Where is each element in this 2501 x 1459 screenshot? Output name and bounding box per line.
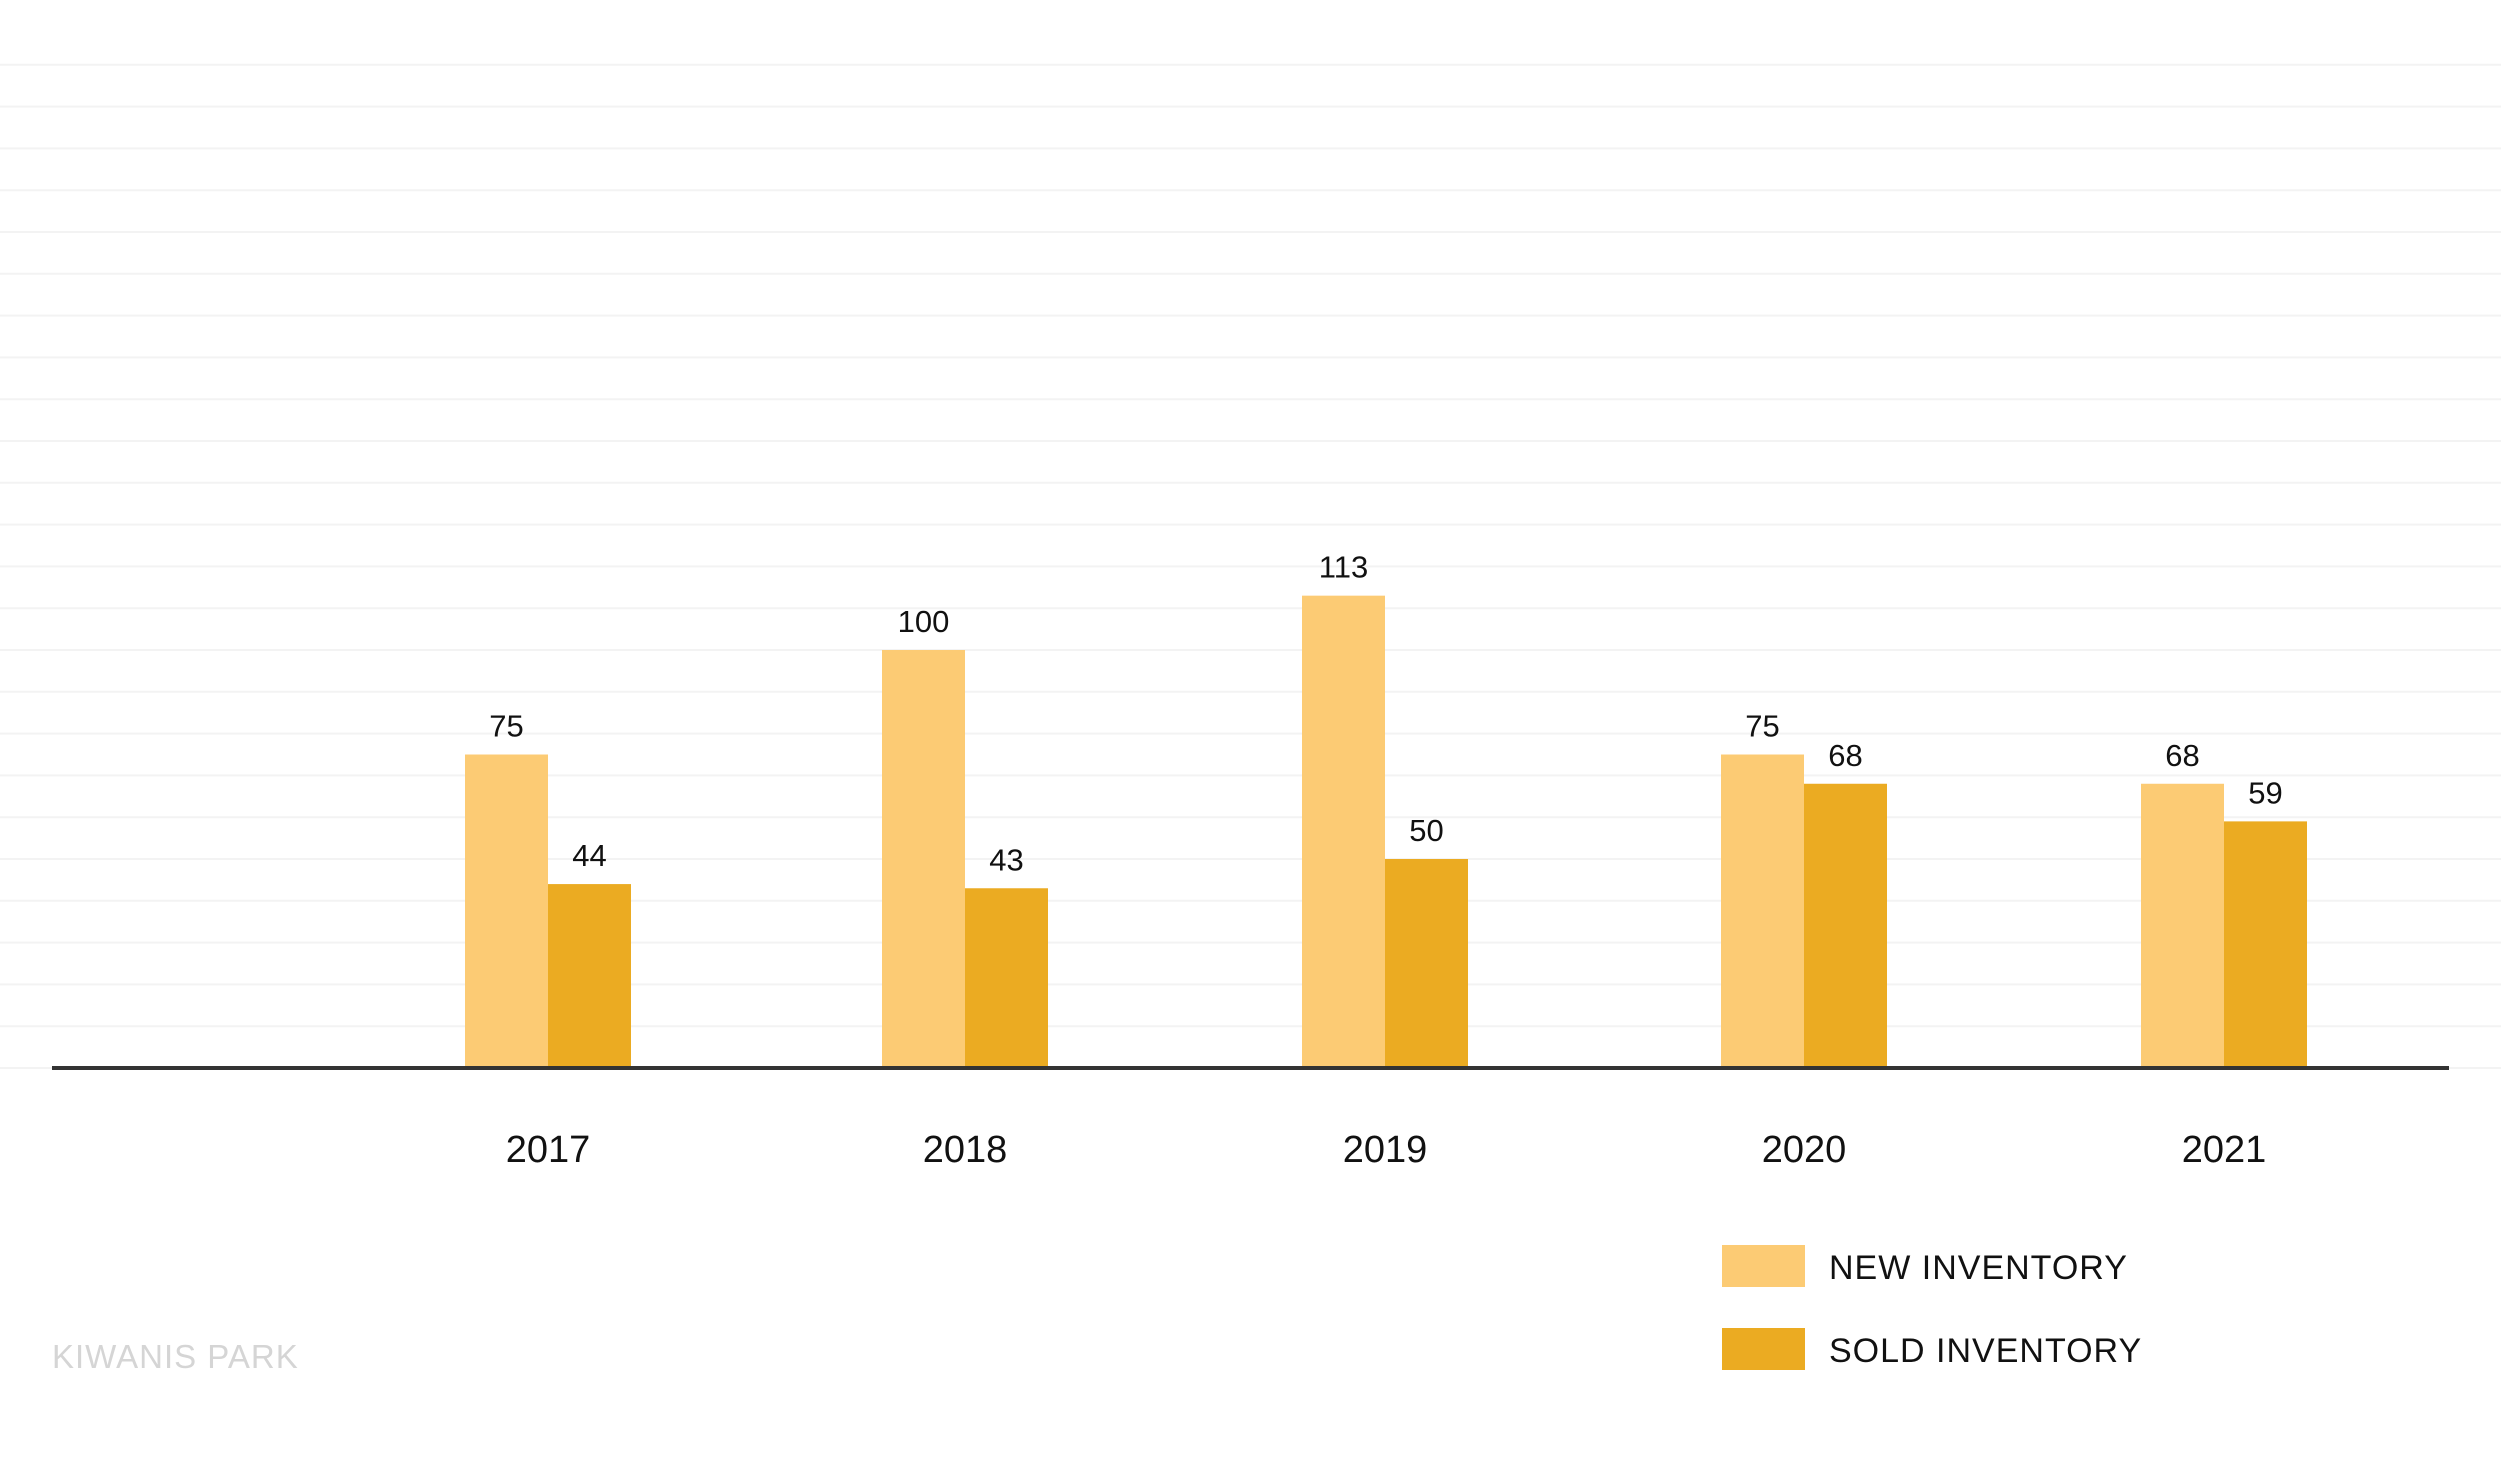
bar-sold-2020 — [1804, 783, 1887, 1068]
bar-sold-2021 — [2224, 821, 2307, 1068]
data-label: 68 — [2165, 738, 2199, 773]
bar-new-2017 — [465, 754, 548, 1068]
data-labels: 75 44 100 43 113 50 75 68 68 59 — [489, 550, 2282, 878]
bar-new-2021 — [2141, 783, 2224, 1068]
legend-label: SOLD INVENTORY — [1829, 1332, 2142, 1370]
data-label: 50 — [1409, 813, 1443, 848]
data-label: 75 — [1745, 709, 1779, 744]
data-label: 59 — [2248, 775, 2282, 810]
bar-sold-2018 — [965, 888, 1048, 1068]
bar-new-2020 — [1721, 754, 1804, 1068]
footer-label: KIWANIS PARK — [52, 1338, 299, 1375]
data-label: 113 — [1319, 550, 1368, 585]
x-tick-label: 2018 — [923, 1129, 1008, 1171]
legend-swatch-new — [1722, 1245, 1805, 1287]
x-tick-label: 2017 — [506, 1129, 591, 1171]
bar-sold-2017 — [548, 884, 631, 1068]
data-label: 43 — [989, 842, 1023, 877]
gridlines — [0, 63, 2501, 1069]
data-label: 44 — [572, 838, 606, 873]
data-label: 100 — [898, 604, 950, 639]
x-tick-label: 2020 — [1762, 1129, 1847, 1171]
legend: NEW INVENTORY SOLD INVENTORY — [1722, 1245, 2142, 1370]
data-label: 75 — [489, 709, 523, 744]
x-tick-label: 2021 — [2182, 1129, 2267, 1171]
x-tick-labels: 2017 2018 2019 2020 2021 — [506, 1129, 2267, 1171]
bar-new-2018 — [882, 650, 965, 1068]
x-tick-label: 2019 — [1343, 1129, 1428, 1171]
bars — [465, 595, 2307, 1068]
bar-new-2019 — [1302, 595, 1385, 1068]
bar-sold-2019 — [1385, 859, 1468, 1068]
legend-label: NEW INVENTORY — [1829, 1249, 2128, 1287]
legend-swatch-sold — [1722, 1328, 1805, 1370]
data-label: 68 — [1828, 738, 1862, 773]
